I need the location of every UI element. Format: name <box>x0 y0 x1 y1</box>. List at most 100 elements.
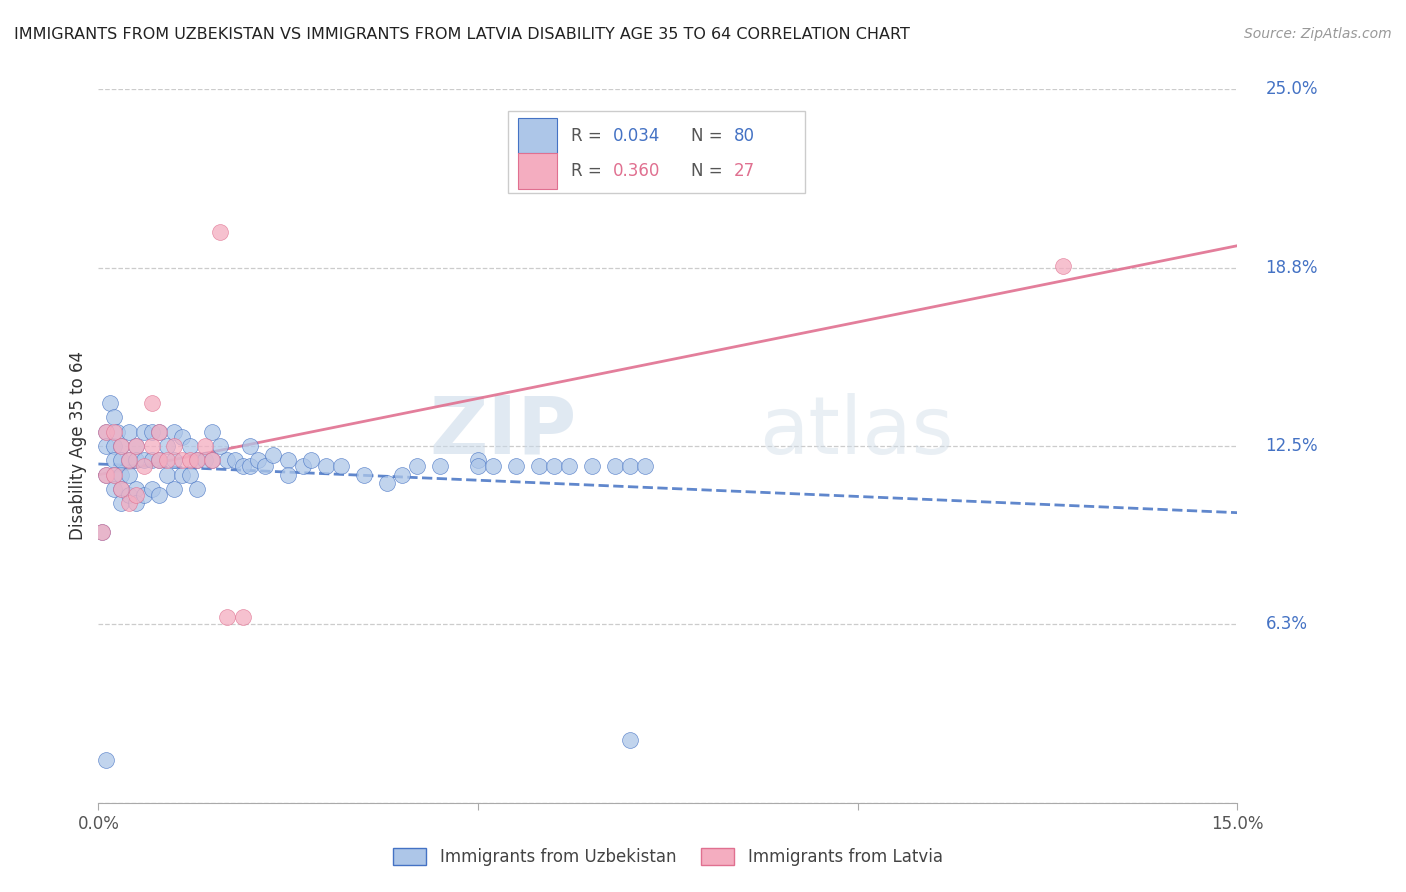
Point <box>141 453 163 467</box>
Point <box>194 453 217 467</box>
Text: R =: R = <box>571 162 607 180</box>
Point <box>156 453 179 467</box>
Point <box>391 467 413 482</box>
Point <box>94 467 117 482</box>
Point <box>353 467 375 482</box>
Point <box>292 458 315 473</box>
Point <box>262 448 284 462</box>
Point <box>110 482 132 496</box>
Point <box>107 425 129 439</box>
Text: Source: ZipAtlas.com: Source: ZipAtlas.com <box>1244 27 1392 41</box>
Point <box>103 482 125 496</box>
Point <box>163 482 186 496</box>
Point <box>208 225 231 239</box>
Point <box>482 458 505 473</box>
Point <box>110 496 132 510</box>
Point <box>132 458 155 473</box>
Point <box>125 439 148 453</box>
Point <box>186 482 208 496</box>
Text: N =: N = <box>690 162 727 180</box>
Point <box>201 425 224 439</box>
Point <box>201 453 224 467</box>
Point <box>170 453 193 467</box>
Text: 80: 80 <box>734 127 755 145</box>
Point <box>94 425 117 439</box>
Point <box>163 453 186 467</box>
Point <box>170 467 193 482</box>
Point <box>110 467 132 482</box>
Point <box>94 425 117 439</box>
Point <box>148 425 170 439</box>
Text: N =: N = <box>690 127 727 145</box>
Point <box>141 425 163 439</box>
Point <box>125 482 148 496</box>
Text: ZIP: ZIP <box>429 392 576 471</box>
Point <box>118 496 141 510</box>
Point <box>94 753 117 767</box>
Point <box>179 453 201 467</box>
Point <box>118 467 141 482</box>
Point <box>558 458 581 473</box>
Point <box>110 453 132 467</box>
Point <box>527 458 550 473</box>
Point <box>634 458 657 473</box>
Point <box>110 482 132 496</box>
Point <box>232 458 254 473</box>
Point <box>375 476 398 491</box>
Point <box>170 430 193 444</box>
Point <box>103 439 125 453</box>
Point <box>94 467 117 482</box>
Text: 12.5%: 12.5% <box>1265 437 1317 455</box>
Y-axis label: Disability Age 35 to 64: Disability Age 35 to 64 <box>69 351 87 541</box>
Point <box>141 396 163 410</box>
Point <box>125 487 148 501</box>
Point <box>619 458 641 473</box>
Point <box>429 458 451 473</box>
Point <box>118 453 141 467</box>
Point <box>277 453 299 467</box>
Point <box>94 439 117 453</box>
Point <box>141 482 163 496</box>
Text: atlas: atlas <box>759 392 953 471</box>
Point <box>505 458 527 473</box>
Point <box>132 425 155 439</box>
Text: 18.8%: 18.8% <box>1265 259 1317 277</box>
Point <box>125 453 148 467</box>
Point <box>103 453 125 467</box>
Point <box>132 453 155 467</box>
Point <box>603 458 626 473</box>
Text: 0.360: 0.360 <box>613 162 661 180</box>
Point <box>118 487 141 501</box>
Point <box>110 439 132 453</box>
Point <box>186 453 208 467</box>
Point <box>148 453 170 467</box>
Point <box>91 524 114 539</box>
Bar <box>517 153 557 189</box>
Point <box>217 453 239 467</box>
Point <box>1052 259 1074 273</box>
Point <box>179 467 201 482</box>
Point <box>406 458 429 473</box>
Point <box>619 733 641 747</box>
Point <box>156 439 179 453</box>
Point <box>132 487 155 501</box>
Point <box>254 458 277 473</box>
Point <box>186 453 208 467</box>
Point <box>581 458 603 473</box>
Point <box>299 453 322 467</box>
Point <box>201 453 224 467</box>
Point <box>163 439 186 453</box>
Point <box>232 610 254 624</box>
Point <box>330 458 353 473</box>
Point <box>239 439 262 453</box>
Point <box>141 439 163 453</box>
FancyBboxPatch shape <box>509 111 804 193</box>
Point <box>467 458 489 473</box>
Point <box>277 467 299 482</box>
Point <box>118 425 141 439</box>
Point <box>148 425 170 439</box>
Point <box>224 453 246 467</box>
Point <box>125 496 148 510</box>
Point <box>103 467 125 482</box>
Point <box>163 425 186 439</box>
